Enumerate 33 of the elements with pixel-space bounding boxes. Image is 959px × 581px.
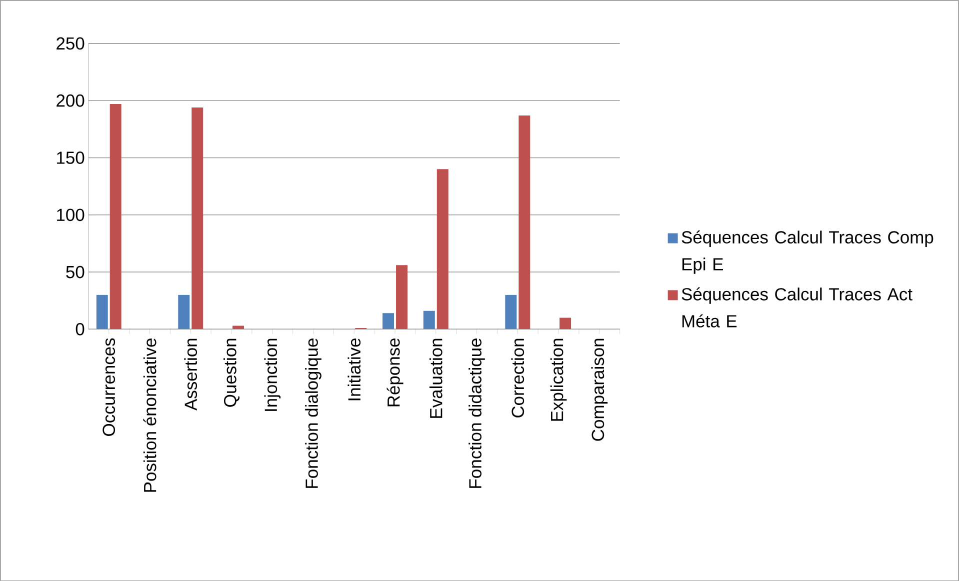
x-tick-label: Correction — [511, 338, 524, 418]
x-tick-label: Fonction dialogique — [305, 338, 322, 488]
y-tick-label: 0 — [76, 322, 84, 336]
bar — [396, 264, 408, 329]
y-tick-label: 250 — [56, 37, 84, 50]
bar — [436, 168, 448, 329]
bar — [178, 294, 190, 329]
bar — [96, 294, 108, 329]
legend-label: Séquences Calcul Traces Comp Epi E — [682, 230, 934, 274]
bar — [560, 318, 572, 329]
legend-label: Séquences Calcul Traces Act Méta E — [682, 287, 912, 328]
x-tick-label: Comparaison — [591, 338, 608, 441]
x-tick-label: Réponse — [386, 338, 404, 406]
bar — [423, 310, 435, 329]
x-tick-label: Initiative — [348, 338, 361, 400]
bar — [192, 107, 204, 329]
y-tick-label: 50 — [66, 266, 84, 278]
bar — [382, 312, 394, 329]
y-tick-label: 150 — [57, 151, 84, 164]
bar — [505, 294, 517, 329]
bar — [518, 115, 530, 329]
x-tick-label: Assertion — [184, 338, 198, 410]
x-tick-label: Fonction didactique — [468, 338, 485, 488]
x-tick-label: Explication — [550, 338, 567, 421]
x-tick-label: Evaluation — [429, 338, 442, 418]
y-tick-label: 100 — [57, 208, 84, 221]
y-tick-label: 200 — [56, 94, 84, 107]
x-tick-label: Occurrences — [102, 338, 116, 436]
bar — [232, 326, 244, 329]
x-tick-label: Injonction — [264, 338, 281, 411]
x-tick-label: Question — [224, 338, 240, 407]
x-tick-label: Position énonciative — [143, 338, 156, 492]
bar — [110, 104, 122, 329]
